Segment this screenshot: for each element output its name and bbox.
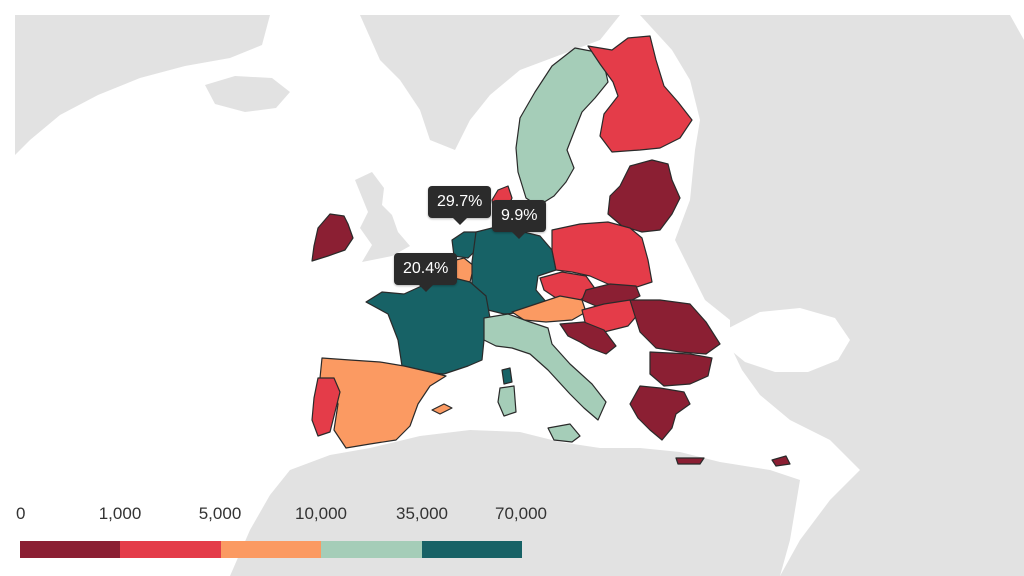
country-italy[interactable]	[483, 313, 607, 421]
country-corsica[interactable]	[501, 367, 513, 385]
country-sicily[interactable]	[547, 423, 581, 443]
country-spain[interactable]	[319, 357, 447, 449]
country-greece[interactable]	[629, 385, 691, 441]
legend-tick: 0	[16, 504, 26, 523]
legend-bin-1000-5000	[120, 541, 221, 558]
country-portugal[interactable]	[311, 377, 341, 437]
tooltip-label: 29.7%	[437, 193, 483, 210]
iceland-land	[205, 76, 290, 112]
eastern-land	[640, 15, 1024, 576]
country-poland[interactable]	[551, 221, 653, 289]
legend-tick: 10,000	[295, 504, 347, 523]
black-sea-water	[725, 308, 850, 372]
tooltip-label: 20.4%	[403, 260, 449, 277]
legend-bin-0-1000	[20, 541, 121, 558]
country-estonia-latvia-lithuania[interactable]	[607, 159, 681, 233]
country-cyprus[interactable]	[771, 455, 791, 467]
legend-tick: 5,000	[198, 504, 242, 523]
country-sweden[interactable]	[515, 47, 609, 207]
country-finland[interactable]	[587, 35, 693, 153]
country-balearics[interactable]	[431, 403, 453, 415]
legend-color-bar	[20, 541, 523, 558]
country-slovenia-croatia[interactable]	[559, 321, 617, 355]
background-land	[15, 15, 1024, 576]
legend-bin-5000-10000	[220, 541, 322, 558]
britain-land	[355, 172, 410, 262]
tooltip-netherlands: 29.7%	[428, 186, 492, 225]
greenland-land	[15, 15, 270, 155]
scandinavia-north-land	[360, 15, 620, 150]
legend-bin-35000-70000	[421, 541, 523, 558]
country-sardinia[interactable]	[497, 385, 517, 417]
eu-countries	[311, 35, 791, 467]
country-romania[interactable]	[629, 299, 721, 355]
north-africa-land	[230, 430, 800, 576]
country-crete[interactable]	[675, 457, 705, 465]
country-ireland[interactable]	[311, 213, 354, 262]
legend-tick: 70,000	[495, 504, 547, 523]
tooltip-label: 9.9%	[501, 207, 538, 224]
country-bulgaria[interactable]	[649, 351, 713, 387]
legend-tick: 35,000	[396, 504, 448, 523]
color-legend: 0 1,000 5,000 10,000 35,000 70,000	[16, 500, 547, 560]
tooltip-france: 20.4%	[394, 253, 458, 292]
legend-tick: 1,000	[98, 504, 142, 523]
legend-bin-10000-35000	[321, 541, 422, 558]
tooltip-germany: 9.9%	[492, 200, 547, 239]
